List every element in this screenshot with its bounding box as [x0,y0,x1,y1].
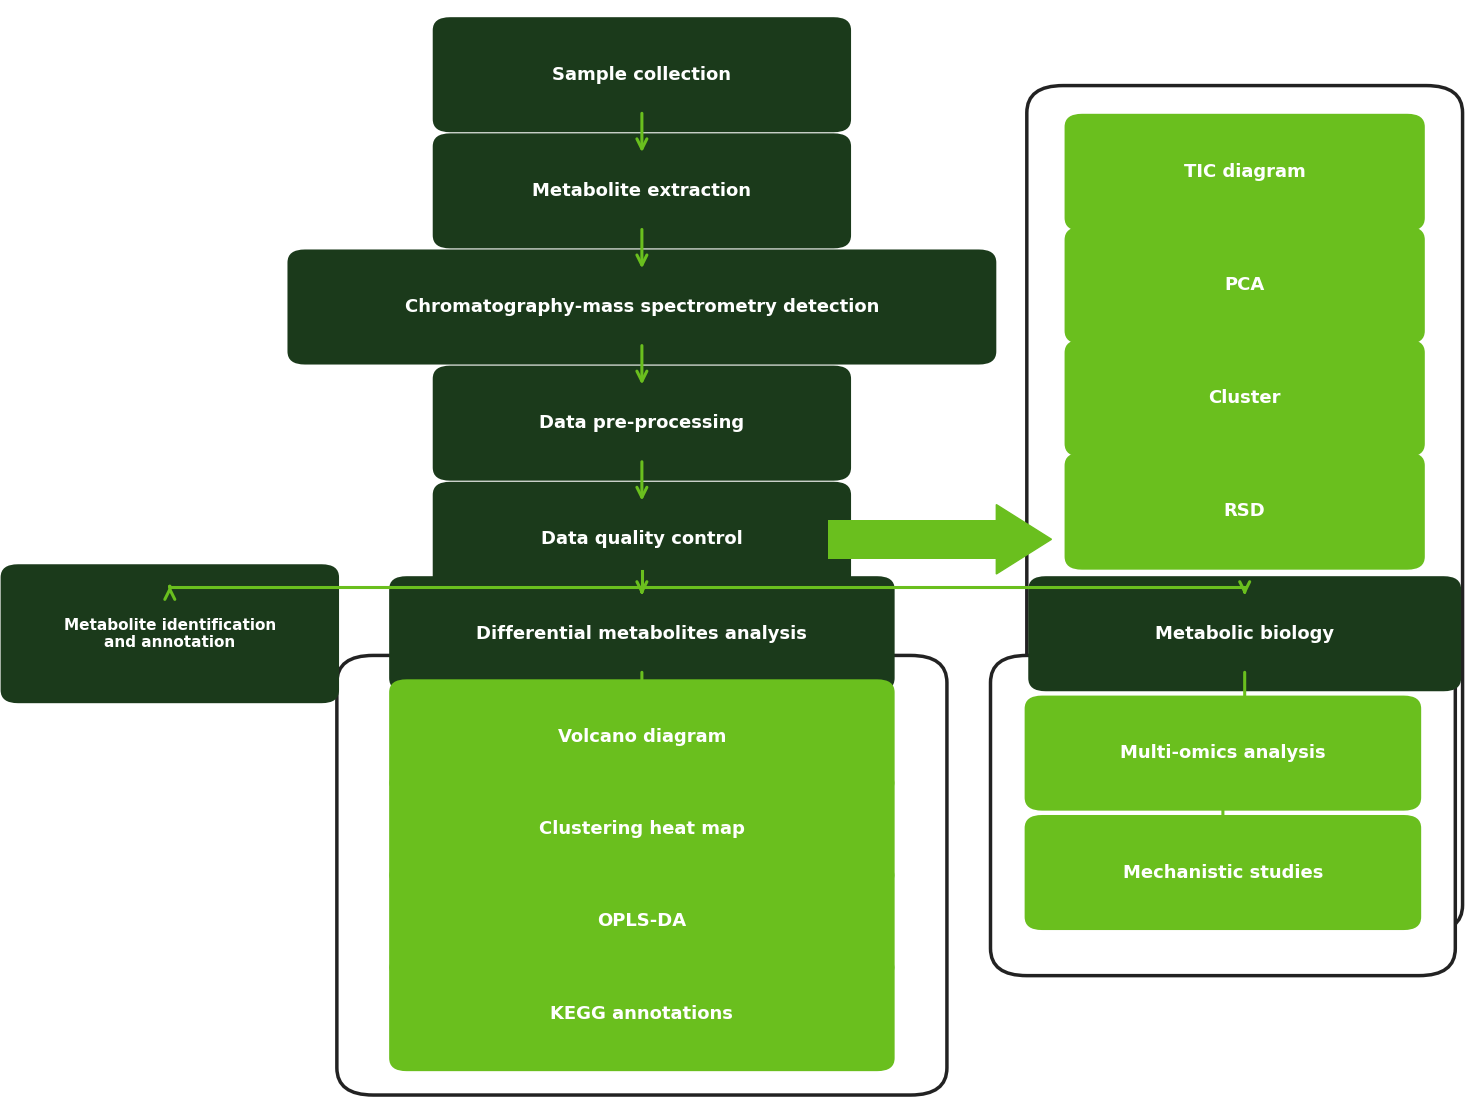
FancyBboxPatch shape [433,18,850,132]
FancyBboxPatch shape [433,133,850,248]
Text: Clustering heat map: Clustering heat map [539,820,744,838]
Text: PCA: PCA [1225,277,1265,294]
FancyBboxPatch shape [0,564,339,703]
Text: Cluster: Cluster [1209,389,1281,407]
FancyBboxPatch shape [1064,452,1425,570]
FancyBboxPatch shape [1064,339,1425,457]
Text: Differential metabolites analysis: Differential metabolites analysis [476,625,808,642]
FancyBboxPatch shape [1024,696,1421,810]
FancyBboxPatch shape [1029,576,1461,692]
Text: TIC diagram: TIC diagram [1184,164,1306,181]
Text: Data pre-processing: Data pre-processing [539,414,744,433]
Text: Metabolite extraction: Metabolite extraction [532,182,752,200]
FancyBboxPatch shape [828,519,996,559]
FancyBboxPatch shape [1024,815,1421,930]
Text: KEGG annotations: KEGG annotations [550,1005,734,1022]
Text: Volcano diagram: Volcano diagram [557,728,727,746]
Text: Chromatography-mass spectrometry detection: Chromatography-mass spectrometry detecti… [405,298,879,316]
Text: Multi-omics analysis: Multi-omics analysis [1120,744,1325,762]
FancyBboxPatch shape [991,656,1455,976]
Text: Data quality control: Data quality control [541,530,743,548]
FancyBboxPatch shape [389,864,895,979]
FancyBboxPatch shape [1064,114,1425,231]
Text: Mechanistic studies: Mechanistic studies [1123,863,1324,882]
Text: Sample collection: Sample collection [553,66,731,83]
FancyBboxPatch shape [433,482,850,597]
Text: OPLS-DA: OPLS-DA [597,912,687,930]
Polygon shape [996,505,1051,574]
FancyBboxPatch shape [338,656,946,1095]
FancyBboxPatch shape [389,576,895,692]
Text: RSD: RSD [1223,502,1266,520]
FancyBboxPatch shape [1027,86,1462,932]
FancyBboxPatch shape [433,366,850,481]
FancyBboxPatch shape [287,249,996,365]
Text: Metabolic biology: Metabolic biology [1156,625,1334,642]
FancyBboxPatch shape [389,956,895,1072]
Text: Metabolite identification
and annotation: Metabolite identification and annotation [63,617,276,650]
FancyBboxPatch shape [389,680,895,794]
FancyBboxPatch shape [1064,226,1425,344]
FancyBboxPatch shape [389,772,895,886]
